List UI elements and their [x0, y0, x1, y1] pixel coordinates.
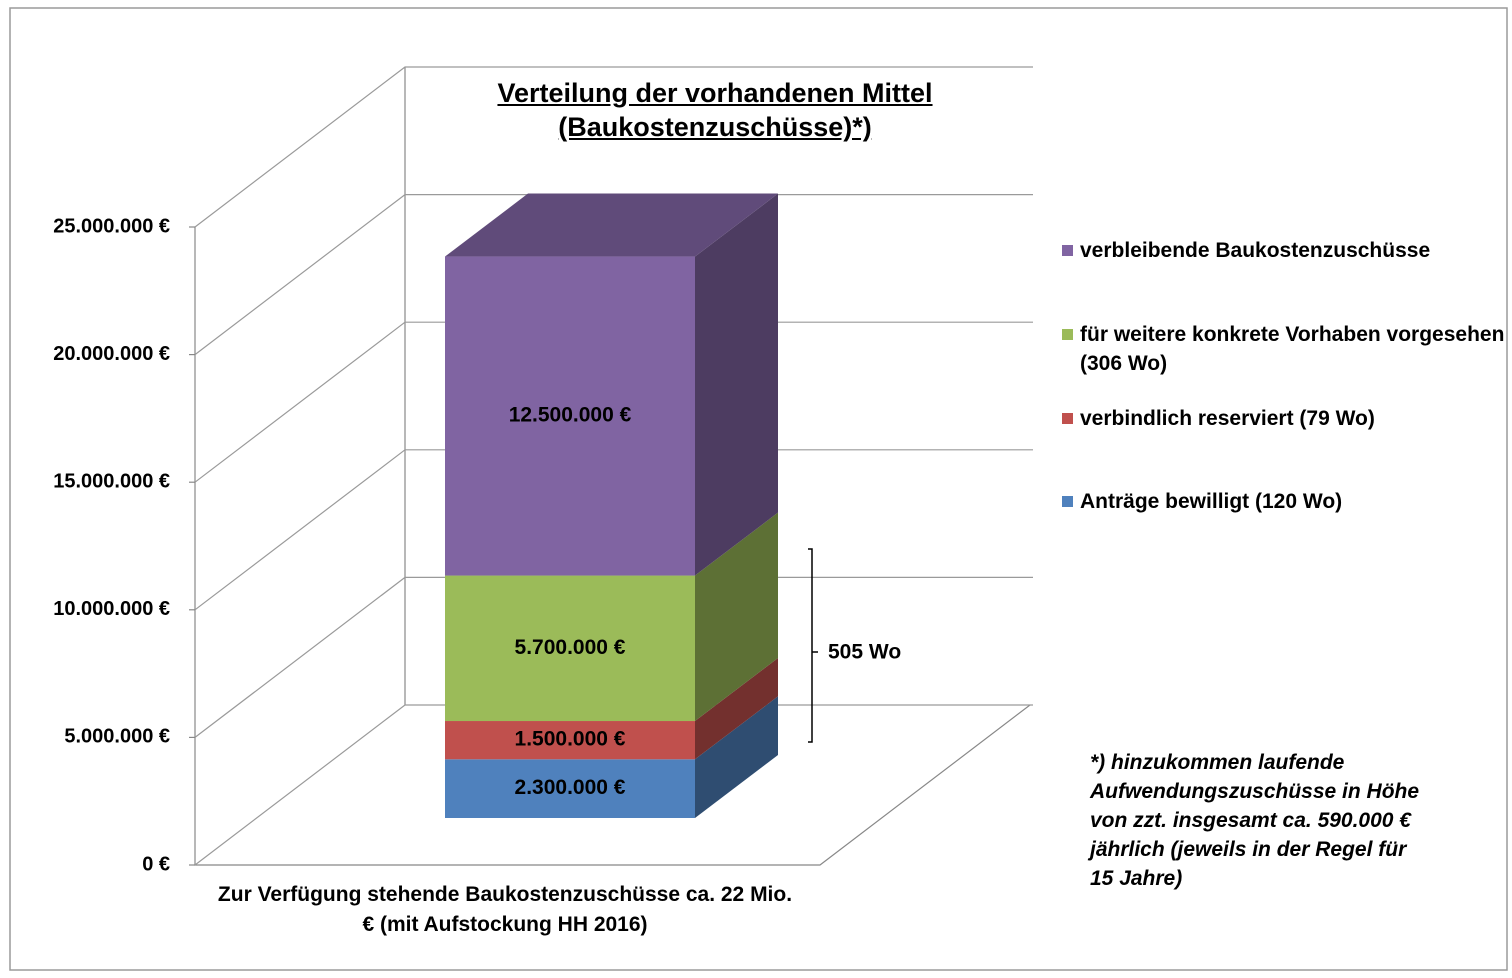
y-tick-label: 10.000.000 €: [53, 598, 170, 620]
grid-line: [194, 449, 1033, 611]
data-label: 2.300.000 €: [515, 776, 626, 799]
annotation: 505 Wo: [828, 641, 901, 664]
grid-line: [194, 321, 1033, 483]
bracket: [808, 548, 818, 743]
y-tick-label: 25.000.000 €: [53, 215, 170, 237]
y-tick-label: 5.000.000 €: [64, 726, 170, 748]
data-label: 12.500.000 €: [509, 404, 632, 427]
legend-swatch: [1062, 329, 1073, 340]
bar-side: [695, 696, 778, 818]
bar-side: [695, 658, 778, 760]
grid-line: [194, 194, 1033, 356]
legend-swatch: [1062, 413, 1073, 424]
x-tick-label: Zur Verfügung stehende Baukostenzuschüss…: [217, 883, 793, 936]
legend-entry: Anträge bewilligt (120 Wo): [1062, 487, 1510, 516]
data-label: 1.500.000 €: [515, 728, 626, 751]
legend-label: Anträge bewilligt (120 Wo): [1080, 490, 1343, 513]
bar-side: [695, 193, 778, 576]
grid-line: [194, 66, 1033, 228]
legend-label: verbleibende Baukostenzuschüsse: [1080, 239, 1431, 262]
grid-line: [194, 704, 1033, 866]
bar-side: [695, 512, 778, 722]
frame: [9, 7, 1508, 971]
legend-entry: verbleibende Baukostenzuschüsse: [1062, 236, 1510, 265]
data-label: 5.700.000 €: [515, 636, 626, 659]
legend-label: verbindlich reserviert (79 Wo): [1080, 407, 1375, 430]
bar-segment: [445, 721, 695, 760]
legend-swatch: [1062, 245, 1073, 256]
y-tick-label: 15.000.000 €: [53, 470, 170, 492]
bar-segment: [445, 256, 695, 576]
legend-swatch: [1062, 496, 1073, 507]
footnote: *) hinzukommen laufende Aufwendungszusch…: [1090, 751, 1420, 890]
bar-segment: [445, 575, 695, 722]
grid-line: [194, 576, 1033, 738]
legend-entry: für weitere konkrete Vorhaben vorgesehen…: [1062, 320, 1510, 378]
walls: [194, 67, 1031, 866]
legend-label: für weitere konkrete Vorhaben vorgesehen…: [1080, 323, 1505, 375]
bar-top: [445, 193, 778, 257]
legend-entry: verbindlich reserviert (79 Wo): [1062, 404, 1510, 433]
bar-segment: [445, 759, 695, 818]
y-tick-label: 20.000.000 €: [53, 343, 170, 365]
y-tick-label: 0 €: [142, 853, 170, 875]
plot: 0 € 5.000.000 € 10.000.000 € 15.000.000 € 20…: [53, 66, 1033, 875]
chart-title: Verteilung der vorhandenen Mittel (Bauko…: [497, 78, 933, 142]
